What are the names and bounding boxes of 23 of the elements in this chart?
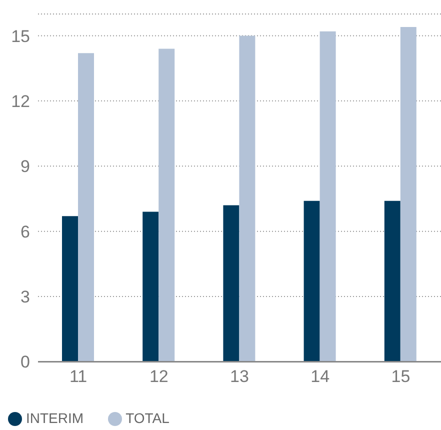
x-tick-label: 14 [310, 366, 330, 386]
legend-label: TOTAL [126, 410, 170, 426]
x-tick-label: 12 [149, 366, 168, 386]
bar [304, 200, 320, 362]
y-tick-label: 3 [20, 288, 30, 307]
bar [158, 48, 175, 362]
bar [320, 31, 336, 362]
bar [239, 36, 256, 362]
y-tick-label: 15 [11, 26, 30, 46]
bar [400, 27, 416, 362]
x-tick-label: 11 [69, 366, 88, 386]
bar [223, 205, 240, 362]
y-tick-label: 9 [20, 157, 30, 176]
bar [78, 53, 94, 362]
y-tick-label: 0 [20, 352, 30, 372]
x-tick-label: 15 [391, 366, 410, 386]
bar [62, 216, 78, 362]
bar [142, 212, 159, 362]
y-tick-label: 6 [20, 222, 30, 242]
bar [384, 200, 400, 362]
legend-label: INTERIM [26, 410, 84, 426]
y-tick-label: 12 [11, 92, 30, 111]
x-tick-label: 13 [230, 366, 249, 386]
